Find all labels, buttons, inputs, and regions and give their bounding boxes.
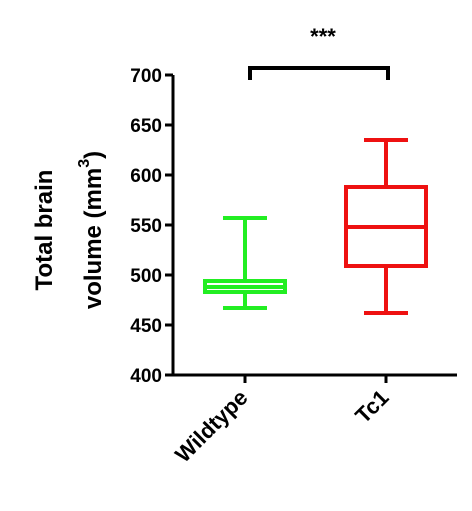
y-tick-label: 700 bbox=[130, 66, 162, 87]
x-tick-label: Wildtype bbox=[170, 385, 252, 467]
y-tick-label: 550 bbox=[130, 216, 162, 237]
significance-label: *** bbox=[310, 24, 336, 49]
y-label-line1: Total brain bbox=[31, 170, 58, 291]
x-tick-label: Tc1 bbox=[350, 385, 393, 428]
y-tick-label: 600 bbox=[130, 166, 162, 187]
y-tick-label: 500 bbox=[130, 266, 162, 287]
y-axis-title: Total brain volume (mm3) bbox=[31, 151, 107, 309]
y-tick-label: 650 bbox=[130, 116, 162, 137]
y-label-close: ) bbox=[80, 151, 107, 159]
y-label-line2: volume (mm3) bbox=[76, 151, 107, 309]
y-tick-label: 400 bbox=[130, 366, 162, 387]
significance-bracket bbox=[248, 66, 390, 80]
y-label-superscript: 3 bbox=[76, 159, 93, 168]
y-tick-label: 450 bbox=[130, 316, 162, 337]
y-label-text: volume (mm bbox=[80, 168, 107, 309]
